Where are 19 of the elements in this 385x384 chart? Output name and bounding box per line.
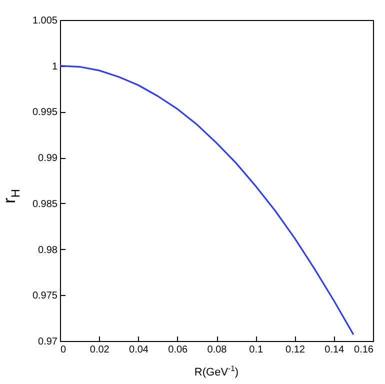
y-tick-label: 0.995 bbox=[32, 107, 58, 118]
y-tick-label: 0.975 bbox=[32, 290, 58, 302]
y-tick-label: 0.98 bbox=[38, 244, 58, 256]
x-tick-label: 0.08 bbox=[207, 344, 228, 356]
x-tick-label: 0.04 bbox=[129, 344, 149, 356]
x-tick-label: 0.06 bbox=[168, 344, 188, 356]
x-axis-title: R(GeV$^{-1}$) bbox=[193, 364, 240, 379]
line-series bbox=[60, 65, 354, 336]
x-tick-label: 0.02 bbox=[90, 344, 110, 356]
x-tick-label: 0.16 bbox=[354, 344, 374, 356]
y-tick-label: 0.985 bbox=[32, 198, 58, 210]
y-tick-label: 1.005 bbox=[32, 16, 58, 26]
y-tick-label: 1 bbox=[52, 61, 58, 72]
y-tick-label: 0.99 bbox=[38, 153, 58, 164]
y-tick-label: 0.97 bbox=[38, 336, 58, 348]
x-tick-label: 0.14 bbox=[324, 344, 345, 356]
x-tick-label: 0.1 bbox=[249, 344, 264, 356]
x-tick-label: 0 bbox=[60, 344, 66, 356]
x-tick-label: 0.12 bbox=[286, 344, 306, 356]
